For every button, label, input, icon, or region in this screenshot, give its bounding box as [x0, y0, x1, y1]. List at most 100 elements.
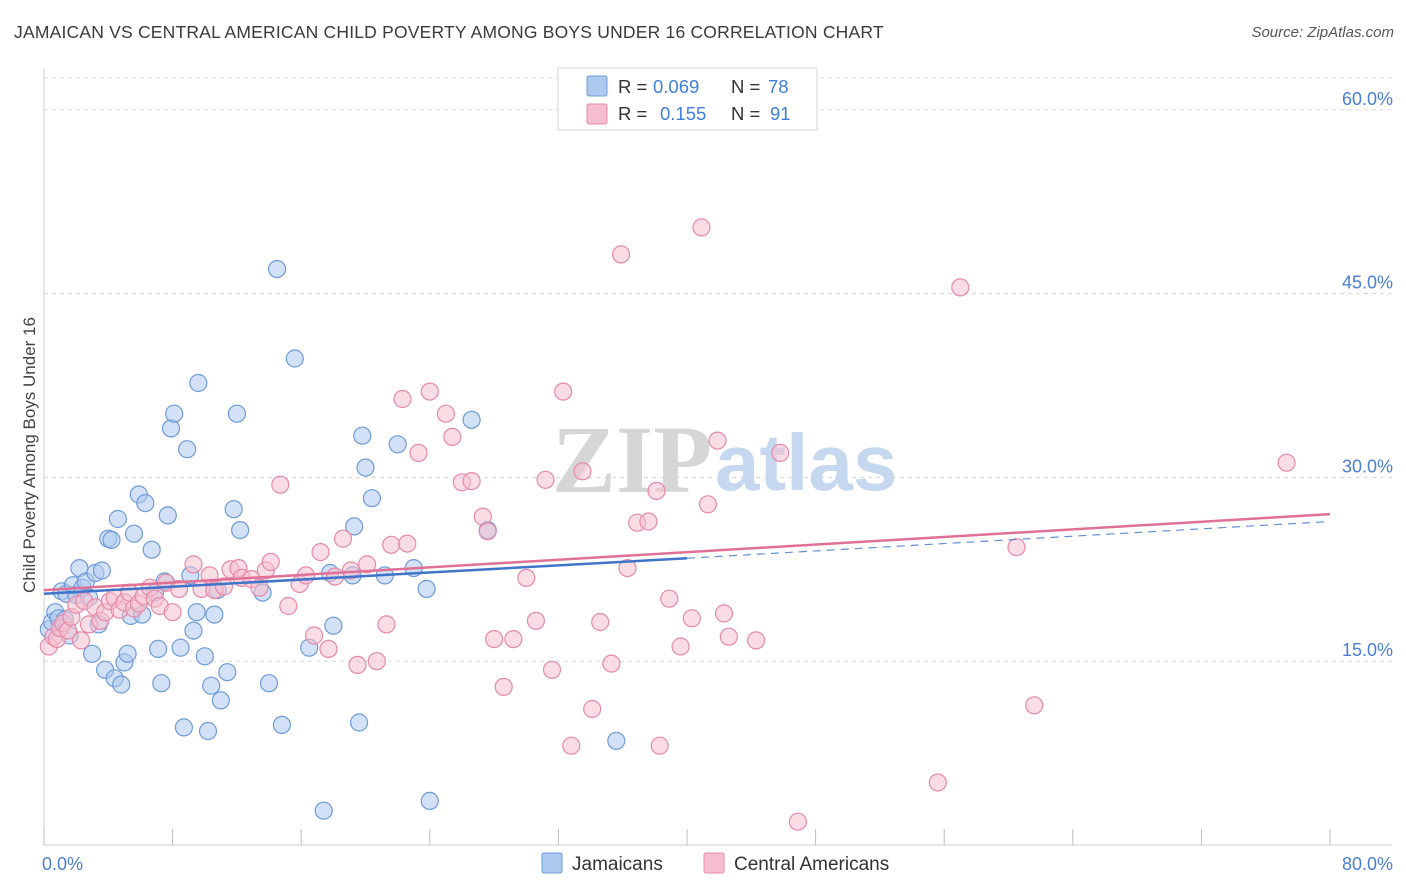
central-american-point — [163, 603, 182, 622]
central-american-point — [788, 812, 808, 831]
bottom-legend-jamaicans: Jamaicans — [572, 854, 663, 875]
legend-r-label-1: R = — [618, 76, 647, 97]
central-american-point — [719, 627, 738, 646]
watermark-atlas: atlas — [715, 418, 897, 507]
central-american-point — [261, 552, 280, 572]
central-american-point — [348, 655, 367, 675]
central-american-point — [214, 577, 234, 596]
jamaican-point — [350, 713, 369, 732]
central-american-point — [583, 699, 602, 719]
central-american-point — [358, 555, 377, 574]
jamaican-point — [83, 644, 102, 663]
jamaican-trendline — [43, 557, 688, 596]
central-american-point — [279, 596, 298, 616]
central-american-point — [367, 652, 386, 671]
central-american-point — [393, 389, 412, 409]
legend-r-label-2: R = — [618, 103, 647, 124]
jamaican-point — [417, 579, 436, 599]
central-american-point — [1277, 453, 1296, 472]
central-american-point — [494, 677, 513, 697]
legend-n-label-1: N = — [731, 76, 760, 97]
jamaican-point — [205, 605, 224, 624]
jamaican-point — [124, 524, 144, 543]
central-american-point — [250, 578, 269, 597]
legend-swatch-jamaicans — [586, 75, 608, 97]
legend-r-value-1: 0.069 — [653, 76, 699, 97]
jamaican-point — [165, 404, 184, 423]
jamaican-point — [142, 540, 161, 559]
central-american-point — [271, 475, 290, 494]
y-axis-label: Child Poverty Among Boys Under 16 — [20, 317, 39, 593]
central-american-point — [305, 626, 324, 645]
watermark-zip: ZIP — [552, 406, 712, 513]
jamaican-point — [136, 494, 155, 513]
x-tick-label-min: 0.0% — [42, 854, 83, 874]
jamaican-point — [102, 530, 121, 550]
central-american-point — [671, 637, 690, 656]
central-american-point — [169, 579, 189, 599]
central-american-point — [692, 218, 711, 237]
jamaican-point — [112, 675, 131, 694]
jamaican-point — [174, 718, 193, 737]
central-american-point — [382, 535, 401, 554]
central-american-point — [647, 481, 666, 500]
central-american-point — [771, 443, 790, 462]
central-american-point — [1007, 538, 1026, 557]
central-american-point — [478, 522, 497, 541]
legend-r-value-2: 0.155 — [660, 103, 706, 124]
jamaican-point — [118, 644, 137, 663]
jamaican-point — [231, 520, 250, 540]
jamaican-point — [189, 373, 208, 393]
jamaican-point — [149, 639, 168, 659]
jamaican-point — [187, 603, 206, 622]
jamaican-point — [268, 260, 287, 279]
central-american-point — [420, 382, 439, 401]
jamaican-point — [272, 715, 291, 735]
jamaican-point — [152, 674, 171, 693]
central-american-point — [462, 472, 481, 491]
central-american-point — [618, 558, 637, 578]
jamaican-point — [285, 349, 304, 368]
central-american-point — [184, 555, 203, 574]
central-american-point — [377, 615, 396, 634]
central-american-point — [319, 639, 338, 659]
central-american-point — [542, 660, 562, 679]
central-american-point — [409, 443, 428, 462]
central-american-point — [591, 612, 610, 632]
legend-n-value-1: 78 — [768, 76, 789, 97]
central-american-point — [639, 512, 658, 531]
central-american-point — [554, 382, 573, 401]
central-american-point — [311, 542, 330, 562]
jamaican-point — [195, 647, 214, 666]
central-american-point — [333, 529, 353, 548]
bottom-legend: Jamaicans Central Americans — [541, 852, 889, 875]
central-american-point — [504, 629, 523, 649]
jamaican-point — [218, 663, 237, 682]
chart-title: JAMAICAN VS CENTRAL AMERICAN CHILD POVER… — [14, 22, 884, 42]
bottom-legend-swatch-central-americans — [703, 852, 725, 874]
jamaican-point — [388, 435, 407, 454]
jamaican-point — [198, 721, 218, 741]
central-american-point — [1025, 696, 1044, 715]
central-american-point — [398, 534, 417, 553]
central-american-point — [708, 431, 727, 450]
central-american-point — [682, 609, 701, 628]
jamaican-point — [314, 801, 333, 820]
jamaican-point — [259, 674, 279, 693]
jamaican-point — [356, 458, 375, 477]
y-tick-label: 45.0% — [1342, 273, 1393, 293]
central-american-point — [485, 629, 504, 649]
central-american-point — [602, 654, 621, 673]
jamaican-point — [108, 509, 128, 529]
jamaican-point — [345, 517, 364, 536]
jamaican-trendline-extension — [686, 520, 1331, 559]
jamaican-point — [224, 500, 243, 519]
central-american-point — [611, 245, 631, 264]
legend-swatch-central-americans — [586, 103, 608, 125]
central-american-point — [746, 631, 766, 650]
central-american-point — [650, 736, 669, 755]
jamaican-point — [227, 404, 246, 423]
source-credit: Source: ZipAtlas.com — [1251, 24, 1394, 41]
x-tick-label-max: 80.0% — [1342, 854, 1393, 874]
